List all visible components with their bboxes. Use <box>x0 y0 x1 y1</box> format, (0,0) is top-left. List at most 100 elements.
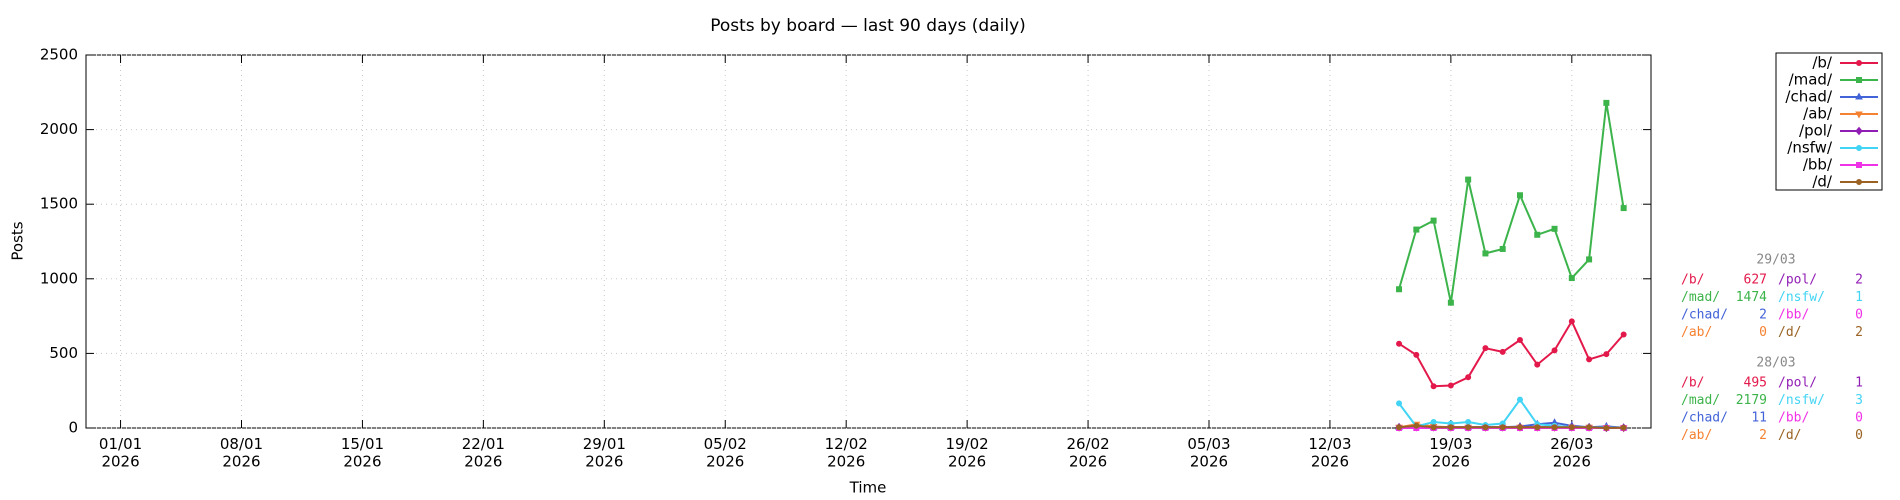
data-point <box>1603 425 1610 431</box>
readout-label: /mad/ <box>1681 393 1720 408</box>
readout-value: 0 <box>1759 325 1767 340</box>
legend-marker <box>1856 179 1862 185</box>
x-tick-label: 19/02 2026 <box>946 435 989 470</box>
data-point <box>1620 205 1627 212</box>
readout-label: /ab/ <box>1681 325 1712 340</box>
data-point <box>1516 396 1523 403</box>
readout-date: 29/03 <box>1756 253 1795 268</box>
data-point <box>1447 299 1454 306</box>
x-axis-label: Time <box>849 479 887 497</box>
data-point <box>1534 424 1541 431</box>
readout-value: 0 <box>1855 411 1863 426</box>
legend-marker <box>1856 77 1862 83</box>
data-point <box>1620 424 1627 431</box>
readout-label: /nsfw/ <box>1778 393 1825 408</box>
data-point <box>1430 217 1437 224</box>
data-point <box>1413 226 1420 233</box>
readout-value: 11 <box>1751 411 1767 426</box>
legend-label: /bb/ <box>1803 156 1833 174</box>
x-tick-label: 01/01 2026 <box>99 435 142 470</box>
readout-value: 2 <box>1855 325 1863 340</box>
y-tick-label: 0 <box>68 419 78 437</box>
readout-value: 1 <box>1855 376 1863 391</box>
data-point <box>1413 351 1420 358</box>
data-point <box>1396 286 1403 293</box>
data-point <box>1586 256 1593 263</box>
y-tick-label: 1500 <box>40 195 78 213</box>
data-point <box>1603 99 1610 106</box>
data-point <box>1603 351 1610 358</box>
data-point <box>1465 424 1472 431</box>
data-point <box>1430 419 1437 426</box>
readout-date: 28/03 <box>1756 356 1795 371</box>
y-axis-label: Posts <box>9 221 27 260</box>
readout-label: /b/ <box>1681 376 1704 391</box>
data-point <box>1568 318 1575 325</box>
x-tick-label: 05/02 2026 <box>704 435 747 470</box>
legend-label: /nsfw/ <box>1787 139 1833 157</box>
x-tick-label: 26/02 2026 <box>1066 435 1109 470</box>
readout-value: 0 <box>1855 308 1863 323</box>
legend-label: /pol/ <box>1799 122 1833 140</box>
plot-frame <box>85 54 1652 429</box>
data-point <box>1568 275 1575 282</box>
readout-value: 2 <box>1759 428 1767 443</box>
readout-label: /d/ <box>1778 325 1801 340</box>
x-tick-label: 22/01 2026 <box>462 435 505 470</box>
x-tick-label: 05/03 2026 <box>1187 435 1230 470</box>
legend-marker <box>1856 162 1862 168</box>
data-point <box>1482 424 1489 431</box>
legend-marker <box>1855 126 1863 136</box>
readout-value: 1474 <box>1736 290 1767 305</box>
legend-marker <box>1855 92 1863 100</box>
readout-value: 3 <box>1855 393 1863 408</box>
data-point <box>1551 424 1558 431</box>
readout-label: /nsfw/ <box>1778 290 1825 305</box>
data-point <box>1534 231 1541 238</box>
data-point <box>1551 225 1558 232</box>
readout-label: /pol/ <box>1778 376 1817 391</box>
legend-marker <box>1856 145 1862 151</box>
x-tick-label: 12/02 2026 <box>825 435 868 470</box>
data-point <box>1516 192 1523 199</box>
legend-marker <box>1855 111 1863 119</box>
data-point <box>1465 419 1472 426</box>
data-point <box>1551 347 1558 354</box>
readout-label: /chad/ <box>1681 411 1728 426</box>
readout-value: 2179 <box>1736 393 1767 408</box>
x-tick-label: 26/03 2026 <box>1550 435 1593 470</box>
data-point <box>1620 331 1627 338</box>
readout-value: 1 <box>1855 290 1863 305</box>
data-point <box>1499 348 1506 355</box>
readout-value: 627 <box>1744 273 1767 288</box>
data-point <box>1516 336 1523 343</box>
y-tick-label: 500 <box>49 344 78 362</box>
data-point <box>1534 361 1541 368</box>
readout-label: /b/ <box>1681 273 1704 288</box>
readout-label: /ab/ <box>1681 428 1712 443</box>
data-point <box>1586 356 1593 363</box>
data-point <box>1396 340 1403 347</box>
x-tick-label: 29/01 2026 <box>583 435 626 470</box>
data-point <box>1396 424 1403 431</box>
x-tick-label: 08/01 2026 <box>220 435 263 470</box>
readout-label: /pol/ <box>1778 273 1817 288</box>
y-tick-label: 2500 <box>40 46 78 64</box>
data-point <box>1516 424 1523 431</box>
data-point <box>1586 424 1593 431</box>
readout-label: /d/ <box>1778 428 1801 443</box>
data-point <box>1482 345 1489 352</box>
readout-value: 495 <box>1744 376 1767 391</box>
data-point <box>1482 250 1489 257</box>
readout-label: /bb/ <box>1778 308 1809 323</box>
legend-label: /chad/ <box>1785 88 1833 106</box>
readout-value: 2 <box>1855 273 1863 288</box>
x-tick-label: 15/01 2026 <box>341 435 384 470</box>
x-tick-label: 19/03 2026 <box>1429 435 1472 470</box>
data-point <box>1413 422 1420 429</box>
series-line <box>1398 102 1625 303</box>
data-point <box>1396 400 1403 407</box>
data-point <box>1568 424 1575 431</box>
readout-label: /mad/ <box>1681 290 1720 305</box>
